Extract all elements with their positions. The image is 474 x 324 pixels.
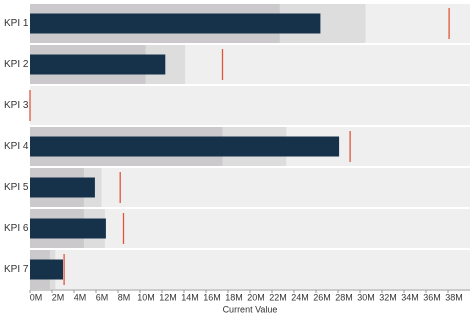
bar — [30, 259, 63, 280]
x-tick-label: 26M — [313, 292, 331, 302]
x-tick-label: 28M — [335, 292, 353, 302]
category-label: KPI 2 — [4, 59, 29, 70]
x-tick-label: 14M — [181, 292, 199, 302]
category-label: KPI 3 — [4, 100, 29, 111]
bar — [30, 54, 166, 75]
x-tick-label: 22M — [269, 292, 287, 302]
bar — [30, 136, 340, 157]
x-tick-label: 24M — [291, 292, 309, 302]
x-tick-label: 12M — [159, 292, 177, 302]
x-tick-label: 16M — [203, 292, 221, 302]
x-tick-label: 2M — [52, 292, 65, 302]
x-tick-label: 6M — [96, 292, 109, 302]
x-tick-label: 8M — [118, 292, 131, 302]
x-tick-label: 10M — [137, 292, 155, 302]
x-tick-label: 32M — [379, 292, 397, 302]
bar — [30, 218, 106, 239]
x-tick-label: 34M — [401, 292, 419, 302]
row-background — [30, 86, 470, 125]
category-label: KPI 5 — [4, 182, 29, 193]
x-tick-label: 18M — [225, 292, 243, 302]
category-label: KPI 6 — [4, 223, 29, 234]
bar — [30, 177, 95, 198]
bar — [30, 13, 321, 34]
x-tick-label: 36M — [423, 292, 441, 302]
x-tick-label: 30M — [357, 292, 375, 302]
x-tick-label: 38M — [445, 292, 463, 302]
x-tick-label: 20M — [247, 292, 265, 302]
x-tick-label: 4M — [74, 292, 87, 302]
category-label: KPI 4 — [4, 141, 29, 152]
row-background — [30, 168, 470, 207]
category-label: KPI 1 — [4, 18, 29, 29]
x-axis-title: Current Value — [223, 304, 278, 314]
category-label: KPI 7 — [4, 264, 29, 275]
x-tick-label: 0M — [30, 292, 43, 302]
row-background — [30, 250, 470, 289]
